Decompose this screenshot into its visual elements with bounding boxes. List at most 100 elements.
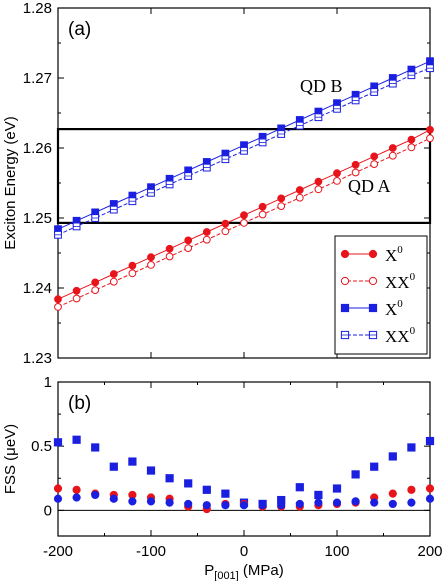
- series-1-point: [91, 286, 100, 295]
- legend-label-sup: 0: [410, 325, 416, 337]
- fss-series-2-point: [332, 498, 342, 507]
- series-1-point: [109, 277, 118, 286]
- panel-a-y-axis-title: Exciton Energy (eV): [2, 116, 19, 249]
- fss-series-0-point: [109, 462, 118, 471]
- fss-series-2-point: [91, 490, 100, 500]
- series-1-point: [426, 134, 434, 143]
- series-0-point: [147, 253, 155, 262]
- series-0-point: [240, 211, 248, 220]
- panel-a-y-tick-label: 1.28: [23, 0, 52, 17]
- series-1-point: [240, 219, 248, 227]
- panel-b: 0 0.5 1 -200 -100 0 100 200 (b) FSS (μeV) P[00…: [2, 374, 443, 581]
- series-1-point: [72, 294, 81, 303]
- series-1-point: [184, 244, 193, 253]
- legend-marker-0: [340, 249, 350, 259]
- legend-label-base: XX: [385, 327, 410, 346]
- series-2-point: [426, 57, 434, 66]
- series-1-point: [277, 202, 286, 211]
- fss-series-2-point: [277, 501, 286, 510]
- legend-marker-0-b: [368, 249, 378, 259]
- annotation-qd-b: QD B: [300, 76, 343, 96]
- panel-a-y-tick-label: 1.23: [23, 350, 52, 367]
- fss-series-1-point: [53, 484, 63, 493]
- series-1-point: [407, 143, 416, 152]
- fss-series-1-point: [425, 484, 435, 493]
- fss-series-0-point: [202, 485, 211, 494]
- fss-series-0-point: [72, 435, 81, 444]
- series-0-point: [295, 186, 304, 194]
- series-0-point: [184, 236, 193, 245]
- fss-series-2-point: [128, 497, 137, 506]
- series-1-point: [333, 177, 341, 185]
- fss-series-0-point: [53, 438, 63, 447]
- panel-a: 1.23 1.24 1.25 1.26 1.27 1.28 (a) QD B QD A X…: [2, 0, 434, 367]
- fss-series-2-point: [72, 493, 81, 502]
- fss-series-2-point: [351, 497, 360, 506]
- fss-series-0-point: [388, 452, 397, 461]
- fss-series-0-point: [165, 474, 174, 483]
- panel-b-x-tick-label: 100: [324, 543, 349, 560]
- series-1-point: [128, 269, 137, 278]
- legend-box: [334, 235, 428, 355]
- panel-a-y-tick-label: 1.27: [23, 70, 52, 87]
- legend-label-base: X: [385, 300, 397, 319]
- series-0-point: [333, 169, 341, 178]
- series-0-point: [426, 125, 434, 134]
- x-axis-title-unit: (MPa): [239, 562, 284, 579]
- fss-series-0-point: [91, 443, 100, 452]
- series-0-point: [91, 278, 100, 287]
- panel-b-x-tick-label: 0: [240, 543, 248, 560]
- legend-label-sup: 0: [397, 244, 403, 256]
- fss-series-0-point: [332, 484, 342, 493]
- panel-a-y-tick-label: 1.26: [23, 140, 52, 157]
- fss-series-0-point: [221, 489, 230, 498]
- legend-label-base: X: [385, 246, 397, 265]
- panel-b-y-axis-title: FSS (μeV): [2, 424, 19, 494]
- series-0-point: [370, 152, 379, 161]
- fss-series-2-point: [388, 499, 397, 509]
- fss-series-2-point: [295, 499, 304, 509]
- fss-series-0-point: [351, 470, 360, 479]
- panel-b-frame: [57, 381, 431, 537]
- fss-series-2-point: [370, 498, 379, 507]
- series-0-point: [388, 144, 397, 152]
- panel-a-y-ticks: 1.23 1.24 1.25 1.26 1.27 1.28: [23, 0, 431, 367]
- panel-b-markers: [53, 435, 435, 514]
- fss-series-2-point: [165, 498, 174, 507]
- series-1-point: [351, 168, 360, 177]
- series-0-point: [258, 202, 267, 211]
- series-1-point: [295, 193, 304, 202]
- panel-b-y-tick-label: 0: [44, 502, 52, 519]
- series-1-point: [314, 185, 323, 194]
- legend-label-0: X0: [385, 244, 403, 265]
- series-1-point: [165, 252, 174, 261]
- legend-label-2: X0: [385, 298, 403, 319]
- fss-series-2-point: [239, 501, 249, 510]
- panel-b-x-tick-label: 200: [417, 543, 442, 560]
- legend-label-sup: 0: [397, 298, 403, 310]
- fss-series-2-point: [425, 494, 435, 503]
- x-axis-title: P[001] (MPa): [204, 562, 283, 581]
- series-0-point: [314, 177, 323, 186]
- legend-marker-1-b: [368, 276, 378, 286]
- series-0-point: [72, 286, 81, 295]
- fss-series-0-point: [184, 479, 193, 488]
- fss-series-2-point: [258, 501, 267, 510]
- fss-series-0-point: [370, 462, 379, 471]
- fss-series-0-point: [128, 457, 137, 466]
- panel-b-y-tick-label: 0.5: [31, 438, 52, 455]
- legend-label-sup: 0: [410, 271, 416, 283]
- fss-series-2-point: [314, 498, 323, 507]
- series-0-point: [128, 261, 137, 270]
- legend-label-base: XX: [385, 273, 410, 292]
- fss-series-2-point: [184, 499, 193, 509]
- legend-label-1: XX0: [385, 271, 416, 292]
- fss-series-0-point: [407, 443, 416, 452]
- series-1-point: [54, 303, 62, 311]
- series-0-point: [277, 194, 286, 203]
- fss-series-2-point: [407, 498, 416, 507]
- panel-a-y-tick-label: 1.25: [23, 210, 52, 227]
- fss-series-2-point: [53, 494, 63, 503]
